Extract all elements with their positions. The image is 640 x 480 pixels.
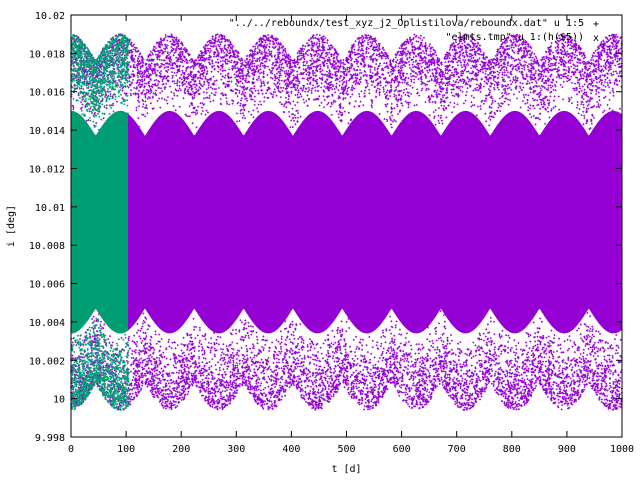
legend-marker-cross: x (593, 33, 599, 44)
y-tick-label: 10.008 (29, 241, 65, 252)
y-tick-label: 10.002 (29, 356, 65, 367)
x-tick-label: 1000 (610, 444, 634, 455)
legend-entry-elmts: "elmts.tmp" u 1:(h($5)) (446, 32, 584, 43)
x-tick-label: 100 (117, 444, 135, 455)
legend-entry-reboundx: "../../reboundx/test_xyz_j2_Oplistilova/… (229, 18, 584, 29)
y-tick-label: 10.018 (29, 49, 65, 60)
x-tick-label: 400 (282, 444, 300, 455)
series-1-points (70, 33, 130, 411)
x-tick-label: 600 (393, 444, 411, 455)
x-tick-label: 900 (558, 444, 576, 455)
x-tick-label: 300 (227, 444, 245, 455)
x-tick-label: 700 (448, 444, 466, 455)
y-tick-label: 10.014 (29, 126, 65, 137)
y-tick-label: 10.016 (29, 88, 65, 99)
series-1-core-band (71, 110, 128, 334)
ticks-layer: 0 100 200 300 400 500 600 700 800 900 1000 9.998 10 1… (29, 11, 634, 455)
y-tick-label: 10.012 (29, 164, 65, 175)
y-tick-label: 9.998 (35, 433, 65, 444)
y-tick-label: 10.02 (35, 11, 65, 22)
x-tick-label: 500 (337, 444, 355, 455)
y-tick-label: 10.006 (29, 280, 65, 291)
x-axis-label: t [d] (331, 464, 361, 475)
data-layer (70, 33, 623, 411)
x-tick-label: 200 (172, 444, 190, 455)
legend: "../../reboundx/test_xyz_j2_Oplistilova/… (229, 18, 599, 44)
y-tick-label: 10 (53, 395, 65, 406)
x-tick-label: 800 (503, 444, 521, 455)
y-tick-label: 10.004 (29, 318, 65, 329)
legend-marker-plus: + (593, 19, 599, 30)
y-tick-label: 10.01 (35, 203, 65, 214)
series-1-scatter-points (70, 33, 130, 411)
series-0-core-band (71, 110, 622, 334)
y-axis-label: i [deg] (6, 205, 17, 247)
x-tick-label: 0 (68, 444, 74, 455)
